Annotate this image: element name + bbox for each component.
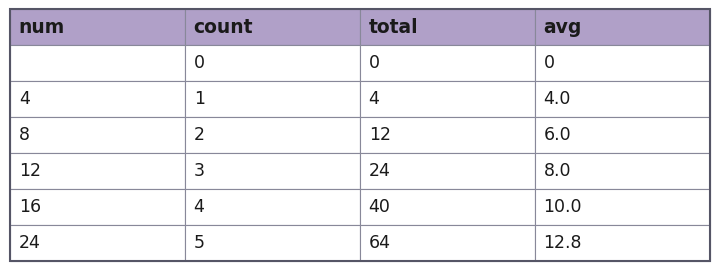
Bar — [360, 45, 535, 81]
Bar — [10, 81, 185, 117]
Bar — [185, 189, 360, 225]
Bar — [360, 81, 535, 117]
Bar — [10, 153, 185, 189]
Text: 4.0: 4.0 — [544, 90, 571, 108]
Bar — [185, 9, 360, 45]
Text: 0: 0 — [369, 54, 379, 72]
Bar — [360, 225, 535, 261]
Text: 12: 12 — [19, 162, 41, 180]
Text: 4: 4 — [19, 90, 30, 108]
Bar — [535, 153, 710, 189]
Text: 0: 0 — [194, 54, 204, 72]
Text: 8: 8 — [19, 126, 30, 144]
Text: 40: 40 — [369, 198, 390, 216]
Text: 4: 4 — [369, 90, 379, 108]
Bar — [360, 189, 535, 225]
Text: 64: 64 — [369, 234, 391, 252]
Bar — [185, 153, 360, 189]
Text: 3: 3 — [194, 162, 204, 180]
Bar — [360, 9, 535, 45]
Bar — [360, 153, 535, 189]
Bar — [535, 45, 710, 81]
Text: 5: 5 — [194, 234, 204, 252]
Text: 1: 1 — [194, 90, 204, 108]
Bar — [535, 117, 710, 153]
Text: 4: 4 — [194, 198, 204, 216]
Bar — [535, 81, 710, 117]
Text: 6.0: 6.0 — [544, 126, 571, 144]
Bar — [185, 225, 360, 261]
Bar — [535, 189, 710, 225]
Bar — [360, 117, 535, 153]
Text: 0: 0 — [544, 54, 554, 72]
Text: avg: avg — [544, 18, 582, 37]
Bar — [185, 81, 360, 117]
Text: num: num — [19, 18, 65, 37]
Bar — [185, 45, 360, 81]
Bar — [10, 117, 185, 153]
Text: 8.0: 8.0 — [544, 162, 571, 180]
Bar — [535, 9, 710, 45]
Text: 12: 12 — [369, 126, 391, 144]
Bar — [10, 189, 185, 225]
Text: 24: 24 — [19, 234, 40, 252]
Text: 12.8: 12.8 — [544, 234, 582, 252]
Text: 10.0: 10.0 — [544, 198, 582, 216]
Bar — [10, 9, 185, 45]
Bar — [10, 45, 185, 81]
Text: total: total — [369, 18, 418, 37]
Bar — [10, 225, 185, 261]
Bar — [535, 225, 710, 261]
Bar — [185, 117, 360, 153]
Text: 16: 16 — [19, 198, 41, 216]
Text: 2: 2 — [194, 126, 204, 144]
Text: count: count — [194, 18, 253, 37]
Text: 24: 24 — [369, 162, 390, 180]
